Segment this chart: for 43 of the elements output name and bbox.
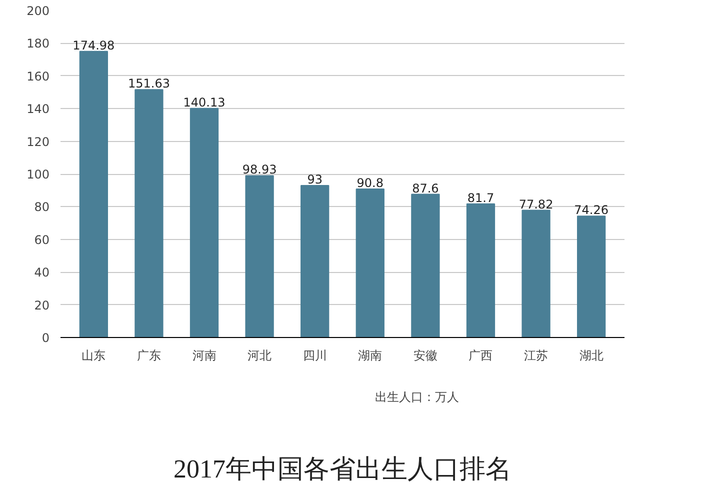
y-tick-label: 0 bbox=[42, 331, 50, 345]
bar bbox=[466, 203, 496, 338]
y-tick-label: 100 bbox=[26, 168, 50, 182]
data-label: 87.6 bbox=[412, 181, 439, 196]
data-label: 174.98 bbox=[72, 38, 115, 52]
bar bbox=[522, 210, 550, 338]
y-tick-label: 140 bbox=[26, 102, 50, 116]
y-tick-label: 80 bbox=[34, 200, 50, 214]
y-tick-label: 60 bbox=[34, 232, 50, 247]
y-tick-label: 120 bbox=[26, 134, 50, 149]
data-label: 90.8 bbox=[356, 176, 384, 190]
data-label: 77.82 bbox=[518, 197, 554, 212]
data-label: 74.26 bbox=[574, 203, 609, 218]
x-tick-label: 河北 bbox=[248, 348, 272, 362]
data-label: 140.13 bbox=[183, 95, 226, 110]
data-label: 81.7 bbox=[467, 190, 494, 205]
x-tick-label: 湖北 bbox=[579, 348, 604, 362]
bar bbox=[190, 108, 219, 338]
x-tick-label: 广东 bbox=[136, 348, 161, 362]
x-tick-label: 河南 bbox=[192, 348, 216, 362]
x-tick-label: 江苏 bbox=[524, 348, 548, 362]
bar bbox=[577, 216, 606, 338]
text: 2017年中国各省出生人口排名 bbox=[174, 454, 512, 484]
x-tick-label: 四川 bbox=[302, 348, 327, 362]
y-tick-label: 40 bbox=[34, 266, 50, 280]
x-tick-label: 安徽 bbox=[413, 348, 438, 362]
data-label: 151.63 bbox=[128, 76, 170, 91]
data-label: 93 bbox=[307, 172, 322, 186]
x-tick-label: 山东 bbox=[82, 348, 106, 362]
y-tick-label: 160 bbox=[26, 69, 50, 84]
bar bbox=[300, 184, 330, 338]
x-tick-label: 广西 bbox=[468, 348, 493, 362]
bar bbox=[245, 175, 274, 338]
y-tick-label: 200 bbox=[26, 4, 50, 18]
y-tick-label: 180 bbox=[26, 36, 50, 51]
bar bbox=[411, 194, 440, 338]
x-tick-label: 湖南 bbox=[358, 348, 382, 362]
text: 出生人口：万人 bbox=[375, 388, 459, 406]
data-label: 98.93 bbox=[242, 162, 277, 177]
bar bbox=[79, 50, 108, 338]
bar bbox=[134, 89, 164, 338]
bar bbox=[356, 188, 384, 338]
y-tick-label: 20 bbox=[34, 298, 50, 312]
